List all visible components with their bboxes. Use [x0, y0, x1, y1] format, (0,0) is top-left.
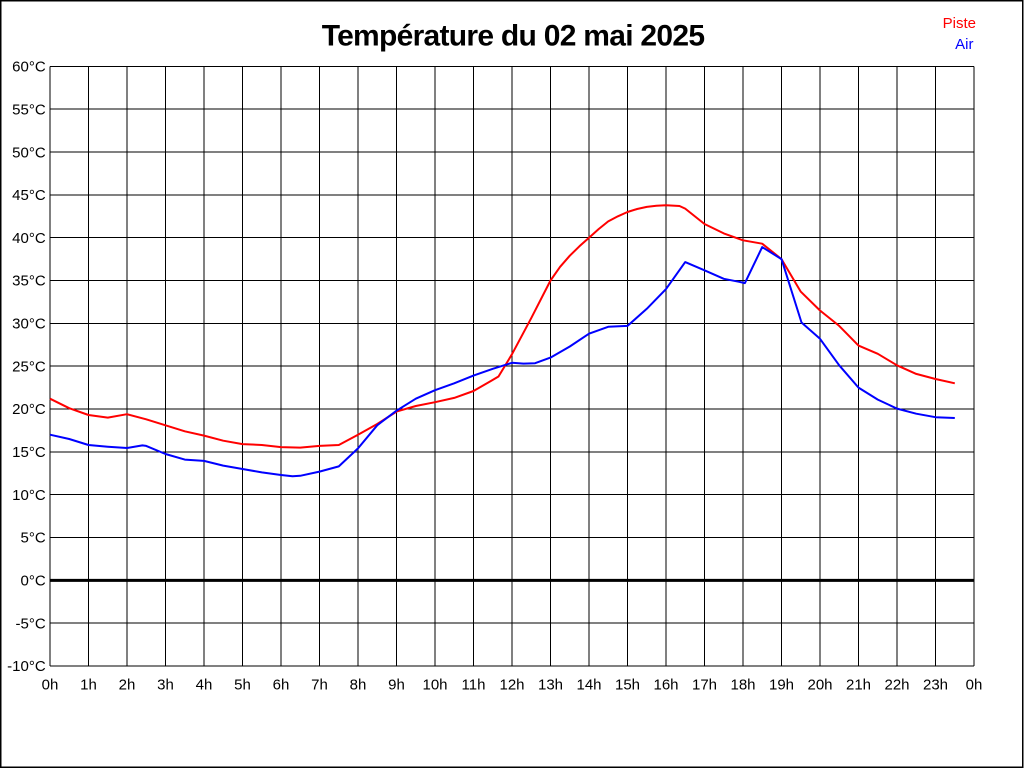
svg-text:25°C: 25°C [12, 358, 46, 375]
svg-text:19h: 19h [769, 677, 794, 694]
svg-text:10°C: 10°C [12, 487, 46, 504]
svg-text:17h: 17h [692, 677, 717, 694]
svg-text:6h: 6h [273, 677, 290, 694]
svg-text:Air: Air [955, 36, 973, 53]
svg-text:13h: 13h [538, 677, 563, 694]
svg-text:0h: 0h [966, 677, 983, 694]
svg-text:20°C: 20°C [12, 401, 46, 418]
svg-text:20h: 20h [807, 677, 832, 694]
svg-text:30°C: 30°C [12, 316, 46, 333]
svg-text:5°C: 5°C [21, 530, 46, 547]
svg-text:9h: 9h [388, 677, 405, 694]
svg-text:Piste: Piste [943, 15, 976, 32]
svg-text:11h: 11h [462, 677, 486, 694]
svg-text:35°C: 35°C [12, 273, 46, 290]
svg-text:55°C: 55°C [12, 101, 46, 118]
svg-text:-5°C: -5°C [16, 615, 46, 632]
svg-text:0°C: 0°C [21, 573, 46, 590]
svg-text:16h: 16h [653, 677, 678, 694]
svg-text:4h: 4h [196, 677, 213, 694]
svg-text:3h: 3h [157, 677, 174, 694]
svg-text:15°C: 15°C [12, 444, 46, 461]
svg-text:7h: 7h [311, 677, 328, 694]
svg-text:22h: 22h [884, 677, 909, 694]
svg-text:12h: 12h [499, 677, 524, 694]
svg-text:21h: 21h [846, 677, 871, 694]
svg-text:15h: 15h [615, 677, 640, 694]
svg-text:0h: 0h [42, 677, 59, 694]
svg-text:50°C: 50°C [12, 144, 46, 161]
svg-text:Température du 02 mai 2025: Température du 02 mai 2025 [322, 20, 705, 53]
svg-text:5h: 5h [234, 677, 251, 694]
svg-text:40°C: 40°C [12, 230, 46, 247]
svg-text:8h: 8h [350, 677, 367, 694]
svg-text:-10°C: -10°C [7, 658, 46, 675]
svg-text:18h: 18h [730, 677, 755, 694]
svg-text:1h: 1h [80, 677, 97, 694]
svg-text:60°C: 60°C [12, 59, 46, 76]
svg-text:10h: 10h [422, 677, 447, 694]
svg-text:45°C: 45°C [12, 187, 46, 204]
svg-text:23h: 23h [923, 677, 948, 694]
svg-text:14h: 14h [576, 677, 601, 694]
svg-text:2h: 2h [119, 677, 136, 694]
